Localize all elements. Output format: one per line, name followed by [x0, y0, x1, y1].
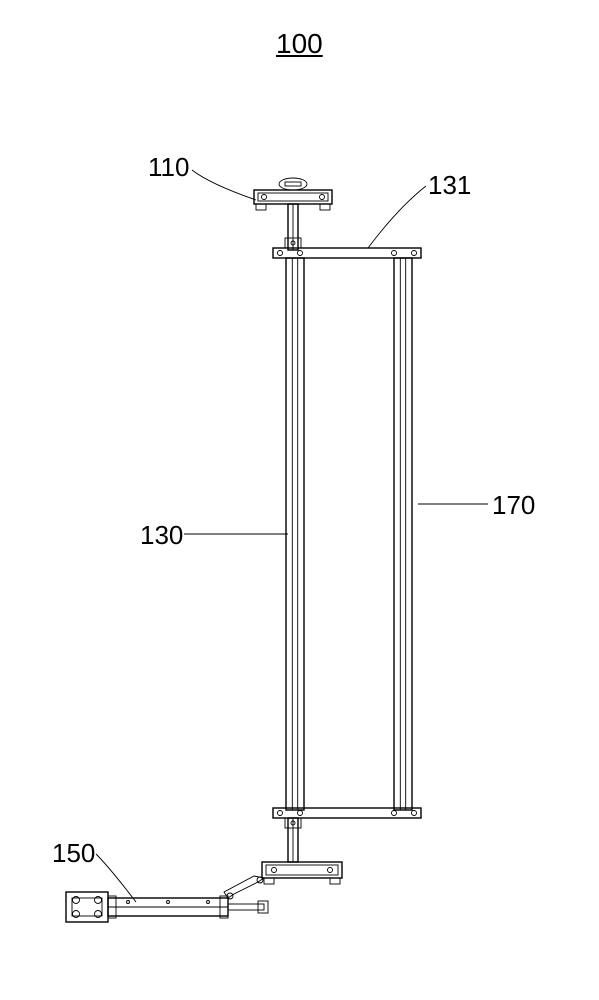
label-170: 170: [492, 490, 535, 521]
label-131: 131: [428, 170, 471, 201]
label-130: 130: [140, 520, 183, 551]
label-110: 110: [148, 152, 189, 183]
figure-number: 100: [276, 28, 323, 60]
label-150: 150: [52, 838, 95, 869]
